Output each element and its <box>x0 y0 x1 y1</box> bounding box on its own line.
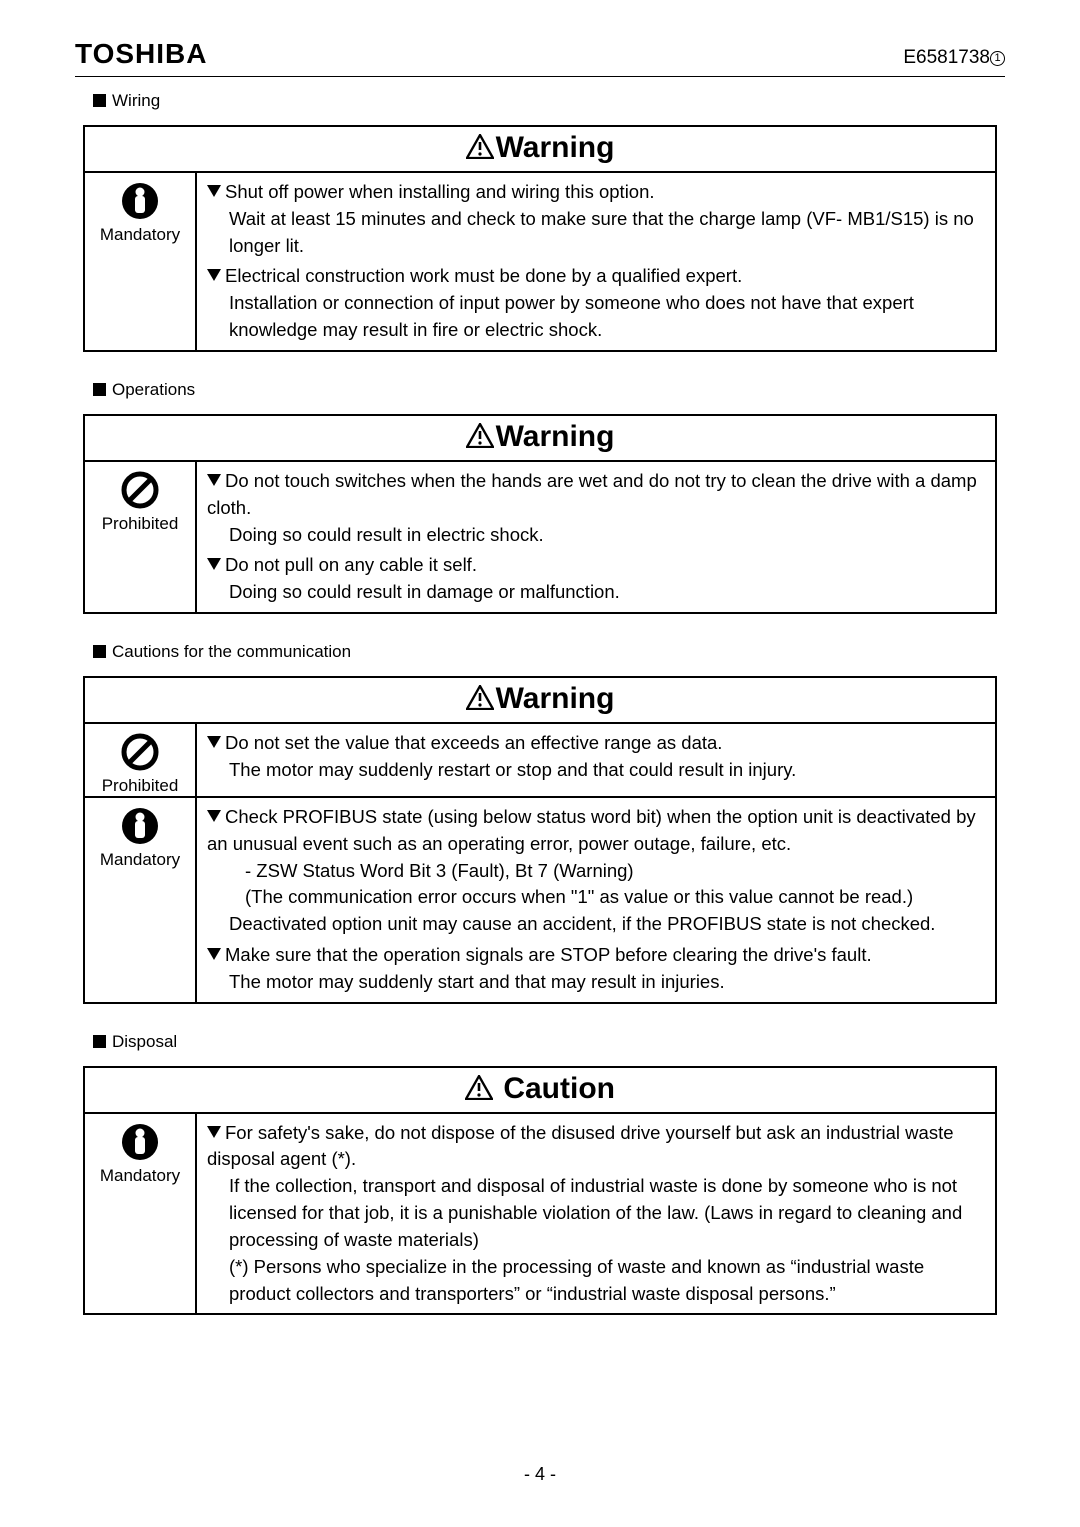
down-triangle-icon <box>207 558 221 570</box>
box-title-text: Caution <box>495 1072 615 1105</box>
warning-triangle-icon <box>465 1075 493 1100</box>
item-lead: For safety's sake, do not dispose of the… <box>207 1122 954 1170</box>
box-row: Prohibited Do not touch switches when th… <box>85 462 995 612</box>
box-row: Mandatory Shut off power when installing… <box>85 173 995 350</box>
item-lead: Check PROFIBUS state (using below status… <box>207 806 976 854</box>
section-label-text: Disposal <box>112 1032 177 1051</box>
box-title: Warning <box>85 678 995 724</box>
item-body: If the collection, transport and disposa… <box>207 1173 989 1253</box>
square-bullet-icon <box>93 94 106 107</box>
section-wiring-label: Wiring <box>93 91 1005 111</box>
warning-box-comm: Warning Prohibited Do not set the value … <box>83 676 997 1004</box>
box-title-text: Warning <box>496 682 615 715</box>
section-label-text: Wiring <box>112 91 160 110</box>
down-triangle-icon <box>207 736 221 748</box>
icon-cell: Mandatory <box>85 798 197 1002</box>
box-content: Shut off power when installing and wirin… <box>197 173 995 350</box>
square-bullet-icon <box>93 645 106 658</box>
item-body: The motor may suddenly start and that ma… <box>207 969 989 996</box>
box-title-text: Warning <box>496 131 615 164</box>
down-triangle-icon <box>207 269 221 281</box>
icon-label: Mandatory <box>100 850 180 870</box>
icon-cell: Prohibited <box>85 724 197 796</box>
icon-label: Prohibited <box>102 776 179 796</box>
down-triangle-icon <box>207 185 221 197</box>
down-triangle-icon <box>207 810 221 822</box>
box-title: Warning <box>85 416 995 462</box>
section-label-text: Cautions for the communication <box>112 642 351 661</box>
section-disposal-label: Disposal <box>93 1032 1005 1052</box>
item-lead: Shut off power when installing and wirin… <box>225 181 655 202</box>
prohibited-icon <box>120 470 160 510</box>
icon-label: Mandatory <box>100 225 180 245</box>
mandatory-icon <box>120 1122 160 1162</box>
down-triangle-icon <box>207 1126 221 1138</box>
item-body: Doing so could result in damage or malfu… <box>207 579 989 606</box>
caution-box-disposal: Caution Mandatory For safety's sake, do … <box>83 1066 997 1316</box>
box-title-text: Warning <box>496 420 615 453</box>
box-row: Prohibited Do not set the value that exc… <box>85 724 995 796</box>
down-triangle-icon <box>207 948 221 960</box>
item-body: Doing so could result in electric shock. <box>207 522 989 549</box>
item-lead: Do not touch switches when the hands are… <box>207 470 977 518</box>
box-content: Do not set the value that exceeds an eff… <box>197 724 995 796</box>
box-row: Mandatory For safety's sake, do not disp… <box>85 1114 995 1314</box>
brand-logo: TOSHIBA <box>75 38 208 70</box>
item-lead: Do not pull on any cable it self. <box>225 554 477 575</box>
box-row: Mandatory Check PROFIBUS state (using be… <box>85 796 995 1002</box>
warning-box-operations: Warning Prohibited Do not touch switches… <box>83 414 997 614</box>
square-bullet-icon <box>93 383 106 396</box>
item-body: Deactivated option unit may cause an acc… <box>207 911 989 938</box>
item-sub: - ZSW Status Word Bit 3 (Fault), Bt 7 (W… <box>207 858 989 885</box>
item-sub: (The communication error occurs when "1"… <box>207 884 989 911</box>
item-lead: Make sure that the operation signals are… <box>225 944 872 965</box>
item-note: (*) Persons who specialize in the proces… <box>207 1254 989 1308</box>
warning-triangle-icon <box>466 685 494 710</box>
box-title: Warning <box>85 127 995 173</box>
warning-box-wiring: Warning Mandatory Shut off power when in… <box>83 125 997 352</box>
box-content: Do not touch switches when the hands are… <box>197 462 995 612</box>
header-rule <box>75 76 1005 77</box>
box-content: For safety's sake, do not dispose of the… <box>197 1114 995 1314</box>
down-triangle-icon <box>207 474 221 486</box>
document-number: E65817381 <box>903 47 1005 69</box>
icon-cell: Prohibited <box>85 462 197 612</box>
docnum-rev: 1 <box>990 51 1005 66</box>
item-lead: Electrical construction work must be don… <box>225 265 742 286</box>
box-content: Check PROFIBUS state (using below status… <box>197 798 995 1002</box>
icon-label: Prohibited <box>102 514 179 534</box>
icon-label: Mandatory <box>100 1166 180 1186</box>
warning-triangle-icon <box>466 134 494 159</box>
section-cautions-comm-label: Cautions for the communication <box>93 642 1005 662</box>
section-operations-label: Operations <box>93 380 1005 400</box>
icon-cell: Mandatory <box>85 173 197 350</box>
prohibited-icon <box>120 732 160 772</box>
page-number: - 4 - <box>0 1464 1080 1485</box>
square-bullet-icon <box>93 1035 106 1048</box>
item-body: Wait at least 15 minutes and check to ma… <box>207 206 989 260</box>
docnum-text: E6581738 <box>903 47 990 68</box>
item-body: The motor may suddenly restart or stop a… <box>207 757 989 784</box>
item-body: Installation or connection of input powe… <box>207 290 989 344</box>
section-label-text: Operations <box>112 380 195 399</box>
box-title: Caution <box>85 1068 995 1114</box>
item-lead: Do not set the value that exceeds an eff… <box>225 732 722 753</box>
mandatory-icon <box>120 181 160 221</box>
icon-cell: Mandatory <box>85 1114 197 1314</box>
mandatory-icon <box>120 806 160 846</box>
warning-triangle-icon <box>466 423 494 448</box>
